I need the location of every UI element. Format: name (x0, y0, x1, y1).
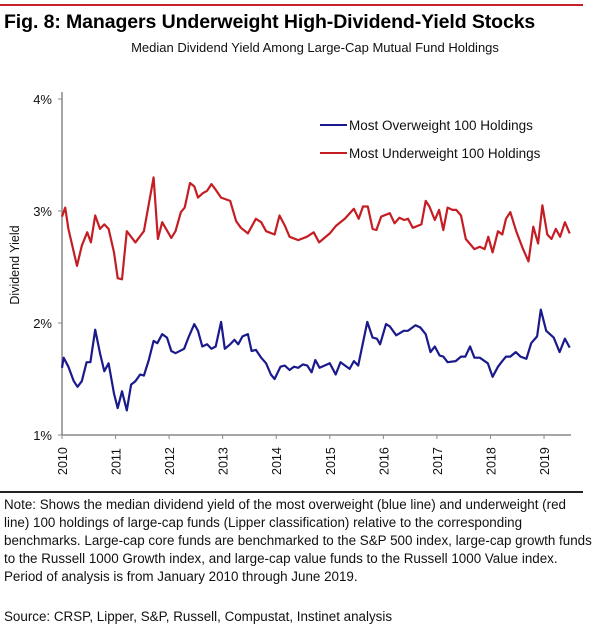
x-tick-label: 2010 (56, 447, 70, 475)
bottom-rule (0, 491, 583, 493)
y-tick-label: 3% (33, 204, 52, 219)
x-tick-label: 2013 (217, 447, 231, 475)
x-tick-label: 2016 (377, 447, 391, 475)
top-rule (0, 4, 583, 6)
x-tick-label: 2018 (484, 447, 498, 475)
x-tick-label: 2014 (270, 447, 284, 475)
y-tick-label: 2% (33, 316, 52, 331)
underweight-series-line (60, 176, 571, 281)
y-tick-label: 1% (33, 428, 52, 443)
y-axis-label: Dividend Yield (8, 225, 22, 304)
chart-subtitle: Median Dividend Yield Among Large-Cap Mu… (131, 40, 499, 55)
chart-note: Note: Shows the median dividend yield of… (4, 497, 592, 584)
y-tick-label: 4% (33, 92, 52, 107)
figure-title: Fig. 8: Managers Underweight High-Divide… (4, 11, 536, 33)
chart-source: Source: CRSP, Lipper, S&P, Russell, Comp… (4, 609, 393, 624)
x-tick-label: 2017 (431, 447, 445, 475)
dividend-yield-chart: 1% 2% 3% 4% 2010 2011 2012 2013 2014 2015 2016 2017… (8, 92, 571, 475)
overweight-series-line (60, 308, 571, 412)
x-tick-label: 2019 (538, 447, 552, 475)
legend-label: Most Overweight 100 Holdings (349, 118, 533, 133)
x-tick-label: 2012 (163, 447, 177, 475)
x-tick-label: 2015 (324, 447, 338, 475)
legend-label: Most Underweight 100 Holdings (349, 146, 541, 161)
x-tick-label: 2011 (110, 448, 124, 475)
